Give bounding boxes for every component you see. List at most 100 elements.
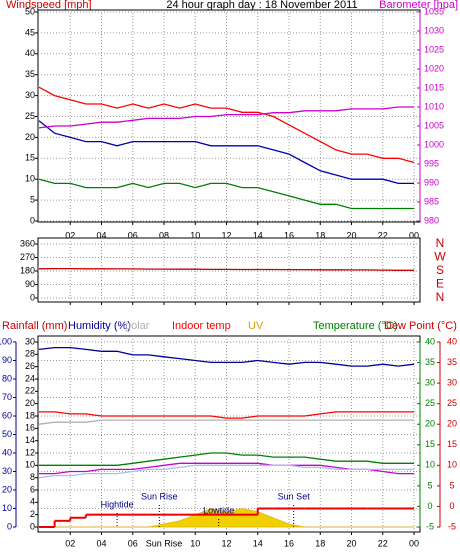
- y-tick-label: 70: [2, 392, 12, 402]
- y-tick-label: W: [434, 250, 446, 264]
- chart-title: 24 hour graph day : 18 November 2011: [166, 0, 357, 11]
- x-tick-label: 12: [221, 230, 231, 240]
- y-tick-label: 6: [30, 484, 35, 494]
- y-tick-label: 90: [2, 355, 12, 365]
- x-tick-label: 22: [378, 538, 388, 548]
- y-tick-label: 14: [25, 435, 35, 445]
- x-tick-label: 10: [190, 230, 200, 240]
- x-tick-label: 06: [128, 230, 138, 240]
- legend-entry: UV: [248, 320, 264, 332]
- y-tick-label: 1025: [424, 44, 444, 54]
- y-tick-label: 985: [424, 196, 439, 206]
- y-tick-label: 80: [2, 373, 12, 383]
- x-tick-label: 14: [253, 538, 263, 548]
- series-line: [39, 452, 414, 466]
- series-line: [38, 346, 415, 367]
- y-tick-label: 15: [25, 153, 35, 163]
- y-tick-label: 1035: [424, 6, 444, 16]
- x-tick-label: 22: [378, 230, 388, 240]
- y-tick-label: 1015: [424, 82, 444, 92]
- y-tick-label: N: [436, 290, 445, 304]
- legend-entry: polar: [125, 320, 150, 332]
- y-tick-label: 35: [25, 69, 35, 79]
- y-tick-label: 270: [20, 252, 35, 262]
- x-tick-label: 12: [221, 538, 231, 548]
- y-tick-label: S: [436, 263, 444, 277]
- y-tick-label: 1000: [424, 139, 444, 149]
- y-tick-label: 20: [2, 484, 12, 494]
- y-tick-label: 40: [447, 336, 457, 346]
- y-tick-label: 10: [2, 503, 12, 513]
- y-tick-label: 0: [7, 521, 12, 531]
- y-tick-label: 10: [25, 174, 35, 184]
- y-tick-label: 30: [25, 336, 35, 346]
- x-tick-label: 02: [65, 538, 75, 548]
- y-tick-label: 35: [425, 357, 435, 367]
- y-tick-label: 18: [25, 410, 35, 420]
- y-tick-label: 15: [425, 439, 435, 449]
- y-tick-label: 1005: [424, 120, 444, 130]
- y-tick-label: 25: [425, 398, 435, 408]
- y-tick-label: 25: [25, 111, 35, 121]
- y-tick-label: 0: [30, 292, 35, 302]
- y-tick-label: 30: [25, 90, 35, 100]
- y-tick-label: 10: [25, 460, 35, 470]
- y2-axis-title: Barometer [hpa]: [379, 0, 458, 11]
- legend-entry: Dew Point (°C): [384, 320, 457, 332]
- y-tick-label: 5: [449, 480, 454, 490]
- y-tick-label: 1020: [424, 63, 444, 73]
- y-tick-label: E: [436, 277, 444, 291]
- y-tick-label: 2: [30, 509, 35, 519]
- y-tick-label: 990: [424, 177, 439, 187]
- y-tick-label: 1030: [424, 25, 444, 35]
- series-line: [38, 178, 414, 210]
- y-tick-label: 22: [25, 386, 35, 396]
- y-tick-label: 45: [25, 27, 35, 37]
- y-tick-label: 980: [424, 215, 439, 225]
- x-tick-label: 00: [409, 230, 419, 240]
- x-tick-label: 14: [253, 230, 263, 240]
- y-tick-label: 26: [25, 361, 35, 371]
- x-tick-label: 16: [284, 230, 294, 240]
- x-tick-label: 04: [96, 230, 106, 240]
- y-tick-label: 10: [447, 460, 457, 470]
- y-tick-label: 0: [30, 521, 35, 531]
- y-tick-label: 40: [25, 48, 35, 58]
- x-tick-label: 04: [96, 538, 106, 548]
- event-label: Hightide: [101, 499, 134, 509]
- y-tick-label: 100: [0, 336, 12, 346]
- event-label: Sun Rise: [141, 491, 178, 501]
- y-tick-label: 8: [30, 472, 35, 482]
- y-tick-label: 10: [425, 460, 435, 470]
- y-tick-label: -5: [448, 521, 456, 531]
- y-tick-label: 360: [20, 238, 35, 248]
- series-line: [38, 419, 414, 425]
- y-tick-label: 25: [447, 398, 457, 408]
- x-tick-label: 10: [190, 538, 200, 548]
- y-tick-label: 90: [25, 279, 35, 289]
- event-label: Lowtide: [203, 505, 234, 515]
- x-tick-label: 20: [346, 230, 356, 240]
- series-line: [38, 86, 415, 164]
- x-tick-label: 06: [128, 538, 138, 548]
- series-line: [38, 267, 414, 271]
- y-tick-label: 0: [427, 501, 432, 511]
- y-tick-label: 20: [425, 419, 435, 429]
- y-axis-title: Windspeed [mph]: [6, 0, 92, 11]
- y-tick-label: 30: [425, 377, 435, 387]
- y-tick-label: 50: [25, 6, 35, 16]
- legend-entry: Rainfall (mm): [2, 320, 67, 332]
- series-line: [39, 411, 414, 419]
- y-tick-label: 30: [2, 466, 12, 476]
- x-tick-label: 00: [409, 538, 419, 548]
- y-tick-label: 0: [449, 501, 454, 511]
- y-tick-label: 20: [25, 398, 35, 408]
- y-tick-label: 16: [25, 423, 35, 433]
- x-tick-label: Sun Rise: [146, 538, 183, 548]
- x-tick-label: 02: [65, 230, 75, 240]
- x-tick-label: 08: [159, 230, 169, 240]
- legend-entry: Humidity (%): [68, 320, 131, 332]
- y-tick-label: 1010: [424, 101, 444, 111]
- y-tick-label: 40: [2, 447, 12, 457]
- y-tick-label: 15: [447, 439, 457, 449]
